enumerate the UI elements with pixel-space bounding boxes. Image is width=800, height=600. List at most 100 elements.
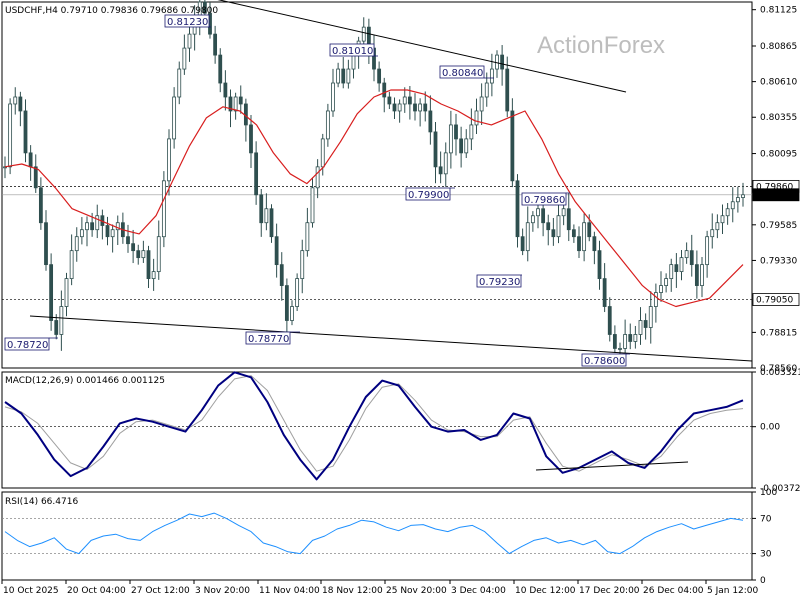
candle-body bbox=[284, 285, 289, 321]
candle-body bbox=[582, 222, 587, 252]
candle-body bbox=[218, 54, 223, 84]
lower-trendline bbox=[29, 315, 753, 362]
candle-body bbox=[13, 96, 18, 105]
x-tick-label: 3 Nov 20:00 bbox=[195, 586, 250, 596]
x-tick-label: 20 Oct 04:00 bbox=[67, 586, 126, 596]
candle-body bbox=[274, 236, 279, 266]
candle-body bbox=[700, 264, 704, 286]
swing-label-box bbox=[439, 65, 485, 79]
candle-body bbox=[536, 208, 540, 217]
candle-body bbox=[448, 124, 453, 154]
x-tick-label: 10 Oct 2025 bbox=[3, 586, 59, 596]
price-tag-box bbox=[752, 188, 800, 202]
price-tag-box bbox=[752, 293, 800, 306]
candle-body bbox=[187, 33, 192, 49]
x-tick-label: 18 Nov 12:00 bbox=[322, 586, 383, 596]
grid-lines bbox=[1, 9, 756, 584]
candle-body bbox=[310, 187, 315, 224]
candle-body bbox=[315, 166, 320, 189]
candle-body bbox=[172, 96, 177, 140]
candle-body bbox=[418, 103, 423, 112]
candle-body bbox=[131, 243, 136, 252]
candle-body bbox=[320, 138, 325, 168]
macd-y-tick-label: 0.00 bbox=[760, 423, 780, 433]
rsi-y-tick-label: 30 bbox=[760, 550, 772, 560]
candle-body bbox=[592, 236, 597, 252]
candle-body bbox=[361, 26, 366, 42]
swing-label-box bbox=[521, 192, 567, 206]
candle-body bbox=[638, 320, 643, 335]
candle-body bbox=[443, 152, 448, 175]
candle-body bbox=[520, 236, 525, 252]
candle-body bbox=[725, 208, 730, 217]
swing-label: 0.81230 bbox=[167, 17, 208, 28]
swing-label: 0.79860 bbox=[524, 195, 565, 206]
candle-body bbox=[407, 96, 412, 105]
price-y-tick-label: 0.80095 bbox=[760, 150, 797, 160]
candle-body bbox=[346, 68, 351, 84]
candle-body bbox=[735, 197, 740, 203]
candle-body bbox=[664, 278, 669, 286]
price-y-tick-label: 0.80610 bbox=[760, 78, 797, 88]
candle-body bbox=[110, 229, 115, 238]
price-panel-frame bbox=[1, 1, 753, 369]
swing-label-box bbox=[476, 274, 522, 288]
candle-body bbox=[136, 250, 141, 259]
swing-label: 0.78770 bbox=[248, 334, 289, 345]
candle-body bbox=[607, 306, 612, 335]
candle-body bbox=[602, 278, 607, 307]
candle-body bbox=[300, 250, 305, 279]
candle-body bbox=[126, 236, 130, 245]
candles bbox=[3, 0, 745, 362]
candle-body bbox=[387, 96, 392, 105]
candle-body bbox=[741, 194, 745, 198]
upper-trendline bbox=[217, 0, 627, 93]
candle-body bbox=[500, 54, 505, 70]
candle-body bbox=[484, 82, 489, 98]
candle-body bbox=[423, 103, 428, 112]
candle-body bbox=[59, 306, 64, 335]
candle-body bbox=[79, 229, 84, 238]
swing-label: 0.79230 bbox=[479, 277, 520, 288]
macd-y-tick-label: -0.003723 bbox=[760, 484, 800, 494]
x-tick-label: 11 Nov 04:00 bbox=[259, 586, 320, 596]
candle-body bbox=[689, 250, 694, 266]
candle-body bbox=[382, 82, 387, 98]
candle-body bbox=[264, 208, 269, 224]
macd-y-tick-label: 0.003321 bbox=[760, 368, 800, 378]
candle-body bbox=[238, 96, 243, 105]
candle-body bbox=[679, 257, 684, 273]
candle-body bbox=[377, 68, 382, 84]
candle-body bbox=[146, 250, 151, 279]
candle-body bbox=[182, 47, 187, 70]
candle-body bbox=[392, 103, 397, 112]
candle-body bbox=[69, 250, 74, 279]
macd-panel-title: MACD(12,26,9) 0.001466 0.001125 bbox=[5, 376, 165, 386]
candle-body bbox=[177, 68, 182, 98]
candle-body bbox=[525, 222, 530, 252]
candle-body bbox=[269, 208, 274, 238]
swing-label: 0.78720 bbox=[7, 340, 48, 351]
candle-body bbox=[715, 222, 720, 231]
candle-body bbox=[577, 236, 581, 252]
rsi-y-tick-label: 70 bbox=[760, 514, 772, 524]
price-tag: 0.79800 bbox=[756, 191, 793, 201]
price-y-tick-label: 0.78560 bbox=[760, 364, 797, 374]
swing-label-box bbox=[581, 353, 627, 367]
candle-body bbox=[44, 222, 48, 266]
candle-body bbox=[64, 278, 69, 307]
candle-body bbox=[479, 96, 484, 112]
candle-body bbox=[643, 320, 648, 328]
candle-body bbox=[305, 222, 310, 252]
candle-body bbox=[628, 334, 633, 342]
swing-label: 0.80840 bbox=[442, 68, 483, 79]
candle-body bbox=[167, 138, 171, 182]
price-y-tick-label: 0.79585 bbox=[760, 221, 797, 231]
candle-body bbox=[413, 103, 417, 112]
price-y-tick-label: 0.80865 bbox=[760, 42, 797, 52]
candle-body bbox=[90, 222, 95, 231]
candle-body bbox=[684, 250, 689, 259]
candle-body bbox=[433, 131, 438, 168]
swing-label-box bbox=[164, 14, 210, 28]
x-tick-label: 10 Dec 12:00 bbox=[515, 586, 576, 596]
